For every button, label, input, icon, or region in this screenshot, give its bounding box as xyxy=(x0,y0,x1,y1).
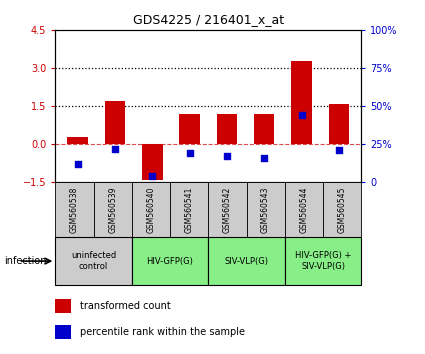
Text: uninfected
control: uninfected control xyxy=(71,251,116,271)
Bar xyxy=(132,182,170,237)
Bar xyxy=(208,237,285,285)
Bar xyxy=(208,182,246,237)
Text: infection: infection xyxy=(4,256,47,266)
Text: GSM560543: GSM560543 xyxy=(261,187,270,233)
Point xyxy=(224,154,230,159)
Point xyxy=(261,155,268,161)
Text: HIV-GFP(G): HIV-GFP(G) xyxy=(147,257,193,266)
Bar xyxy=(170,182,208,237)
Point xyxy=(74,161,81,167)
Text: GSM560545: GSM560545 xyxy=(337,187,347,233)
Text: HIV-GFP(G) +
SIV-VLP(G): HIV-GFP(G) + SIV-VLP(G) xyxy=(295,251,351,271)
Text: GSM560542: GSM560542 xyxy=(223,187,232,233)
Bar xyxy=(291,61,312,144)
Text: GSM560540: GSM560540 xyxy=(146,187,156,233)
Point xyxy=(298,113,305,118)
Bar xyxy=(285,237,361,285)
Bar xyxy=(323,182,361,237)
Bar xyxy=(132,237,208,285)
Bar xyxy=(55,325,71,339)
Title: GDS4225 / 216401_x_at: GDS4225 / 216401_x_at xyxy=(133,13,284,26)
Bar xyxy=(329,104,349,144)
Text: SIV-VLP(G): SIV-VLP(G) xyxy=(224,257,269,266)
Point xyxy=(335,148,342,153)
Point xyxy=(111,146,118,152)
Bar xyxy=(142,144,162,180)
Text: percentile rank within the sample: percentile rank within the sample xyxy=(80,326,245,337)
Bar xyxy=(217,114,237,144)
Point xyxy=(149,173,156,179)
Text: GSM560538: GSM560538 xyxy=(70,187,79,233)
Bar xyxy=(246,182,285,237)
Text: GSM560539: GSM560539 xyxy=(108,187,117,233)
Bar xyxy=(94,182,132,237)
Bar xyxy=(285,182,323,237)
Text: GSM560544: GSM560544 xyxy=(299,187,309,233)
Bar xyxy=(179,114,200,144)
Bar xyxy=(55,299,71,313)
Bar xyxy=(254,114,275,144)
Bar xyxy=(55,237,132,285)
Text: transformed count: transformed count xyxy=(80,301,170,311)
Point xyxy=(186,150,193,156)
Bar xyxy=(68,137,88,144)
Text: GSM560541: GSM560541 xyxy=(184,187,194,233)
Bar xyxy=(105,101,125,144)
Bar xyxy=(55,182,94,237)
